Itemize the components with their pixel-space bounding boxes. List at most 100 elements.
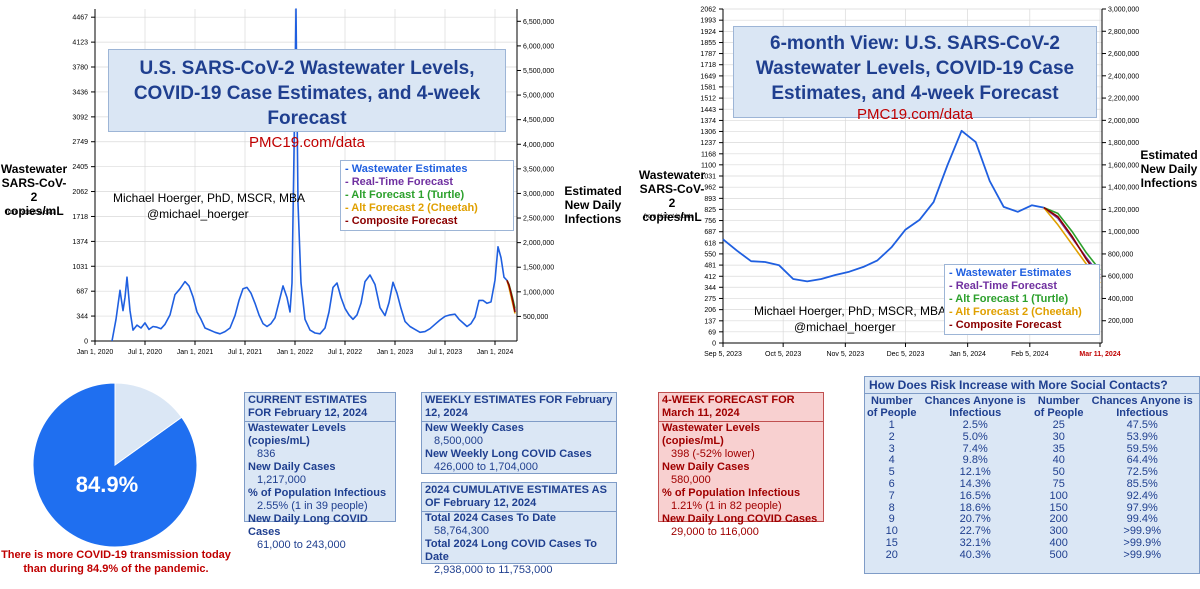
y2-tick-label: 2,200,000 — [1108, 96, 1139, 103]
y-tick-label: 825 — [704, 207, 716, 214]
y-tick-label: 3436 — [72, 89, 88, 96]
forecast-panel: 4-WEEK FORECAST FOR March 11, 2024 Waste… — [658, 392, 824, 538]
panel-value: 836 — [257, 448, 276, 460]
chart2-y2label: Estimated New Daily Infections — [1140, 148, 1198, 190]
risk-cell: 5.0% — [962, 430, 988, 443]
risk-cell: 85.5% — [1126, 477, 1158, 490]
x-tick-label: Jul 1, 2021 — [228, 349, 262, 356]
risk-row: 4 9.8% 40 64.4% — [865, 455, 1199, 467]
x-tick-label: Mar 11, 2024 — [1079, 351, 1120, 358]
y2-tick-label: 2,500,000 — [523, 216, 554, 223]
risk-title: How Does Risk Increase with More Social … — [865, 377, 1199, 394]
risk-cell: 7 — [888, 489, 895, 502]
y-tick-label: 1855 — [700, 40, 716, 47]
y-tick-label: 1168 — [701, 151, 716, 158]
y2-tick-label: 4,500,000 — [523, 117, 554, 124]
risk-cell: 20.7% — [959, 513, 991, 526]
y2-tick-label: 5,000,000 — [523, 93, 554, 100]
pie-label: 84.9% — [76, 472, 138, 497]
x-tick-label: Jan 5, 2024 — [949, 351, 986, 358]
panel-value: 29,000 to 116,000 — [671, 526, 759, 538]
y2-tick-label: 5,500,000 — [523, 68, 554, 75]
y-tick-label: 4123 — [72, 40, 88, 47]
legend-wastewater: - Wastewater Estimates — [949, 267, 1072, 279]
y-tick-label: 1718 — [72, 214, 88, 221]
risk-cell: 150 — [1049, 501, 1068, 514]
risk-cell: 47.5% — [1126, 419, 1158, 431]
risk-row: 10 22.7% 300 >99.9% — [865, 525, 1199, 538]
author-handle: @michael_hoerger — [794, 320, 896, 334]
risk-cell: 75 — [1052, 477, 1065, 490]
panel-title: CURRENT ESTIMATES FOR February 12, 2024 — [245, 393, 395, 422]
y-tick-label: 1374 — [72, 239, 88, 246]
legend-composite: - Composite Forecast — [345, 215, 458, 227]
risk-cell: 50 — [1052, 466, 1065, 479]
risk-cell: 9 — [888, 513, 895, 526]
series-line-wastewater — [722, 129, 1044, 283]
y-tick-label: 962 — [704, 185, 716, 192]
risk-header: Chances Anyone is Infectious — [1091, 395, 1193, 419]
transmission-pie-chart: 84.9% — [32, 382, 198, 548]
risk-cell: >99.9% — [1123, 536, 1162, 549]
y2-tick-label: 1,600,000 — [1108, 162, 1139, 169]
risk-cell: 16.5% — [959, 489, 991, 502]
risk-cell: 9.8% — [962, 454, 988, 467]
risk-header-row: Number of People Chances Anyone is Infec… — [865, 394, 1199, 420]
y-tick-label: 2405 — [72, 164, 88, 171]
chart1-title: U.S. SARS-CoV-2 Wastewater Levels, COVID… — [133, 58, 481, 129]
risk-cell: 92.4% — [1126, 489, 1158, 502]
y-tick-label: 0 — [84, 339, 88, 346]
chart1-author: Michael Hoerger, PhD, MSCR, MBA @michael… — [113, 190, 305, 222]
risk-cell: 10 — [885, 525, 898, 538]
y-tick-label: 550 — [704, 251, 716, 258]
risk-row: 9 20.7% 200 99.4% — [865, 514, 1199, 526]
y2-tick-label: 6,000,000 — [523, 43, 554, 50]
panel-label: % of Population Infectious — [662, 487, 801, 499]
risk-row: 15 32.1% 400 >99.9% — [865, 536, 1199, 550]
risk-header: Number of People — [866, 395, 917, 419]
risk-cell: 99.4% — [1126, 513, 1158, 526]
y2-tick-label: 200,000 — [1108, 318, 1133, 325]
risk-row: 5 12.1% 50 72.5% — [865, 466, 1199, 479]
risk-cell: 4 — [888, 454, 895, 467]
x-tick-label: Jul 1, 2022 — [328, 349, 362, 356]
risk-cell: 2 — [888, 430, 895, 443]
y-tick-label: 1512 — [700, 96, 716, 103]
risk-row: 1 2.5% 25 47.5% — [865, 419, 1199, 432]
x-tick-label: Jan 1, 2021 — [177, 349, 214, 356]
risk-cell: 100 — [1049, 489, 1068, 502]
panel-value: 2,938,000 to 11,753,000 — [434, 564, 553, 576]
risk-header: Chances Anyone is Infectious — [924, 395, 1026, 419]
y-tick-label: 1374 — [700, 118, 716, 125]
chart2-url: PMC19.com/data — [857, 106, 973, 123]
y-tick-label: 2062 — [700, 7, 716, 14]
legend-cheetah: - Alt Forecast 2 (Cheetah) — [949, 306, 1082, 318]
y-tick-label: 481 — [704, 263, 716, 270]
risk-row: 8 18.6% 150 97.9% — [865, 501, 1199, 515]
chart2-author: Michael Hoerger, PhD, MSCR, MBA @michael… — [754, 303, 946, 335]
risk-cell: 300 — [1049, 525, 1068, 538]
y2-tick-label: 1,800,000 — [1108, 140, 1139, 147]
panel-label: New Weekly Long COVID Cases — [425, 448, 592, 460]
legend-realtime: - Real-Time Forecast — [949, 280, 1058, 292]
pie-note: There is more COVID-19 transmission toda… — [1, 549, 231, 575]
y-tick-label: 1237 — [700, 140, 716, 147]
legend-composite: - Composite Forecast — [949, 319, 1062, 331]
y-tick-label: 69 — [708, 329, 716, 336]
y-tick-label: 1649 — [700, 73, 716, 80]
risk-cell: >99.9% — [1123, 525, 1162, 538]
y-tick-label: 1100 — [701, 162, 716, 169]
legend-turtle: - Alt Forecast 1 (Turtle) — [949, 293, 1069, 305]
panel-label: % of Population Infectious — [248, 487, 387, 499]
risk-cell: 6 — [888, 477, 895, 490]
risk-cell: 20 — [885, 548, 898, 561]
y2-tick-label: 500,000 — [523, 314, 548, 321]
risk-cell: 400 — [1049, 536, 1068, 549]
current-estimates-panel: CURRENT ESTIMATES FOR February 12, 2024 … — [244, 392, 396, 551]
risk-cell: 2.5% — [962, 419, 988, 431]
chart2-title-box: 6-month View: U.S. SARS-CoV-2 Wastewater… — [733, 26, 1097, 123]
chart1-y2label: Estimated New Daily Infections — [564, 184, 622, 226]
risk-row: 7 16.5% 100 92.4% — [865, 489, 1199, 503]
y-tick-label: 687 — [76, 289, 88, 296]
panel-label: New Daily Long COVID Cases — [248, 513, 368, 538]
